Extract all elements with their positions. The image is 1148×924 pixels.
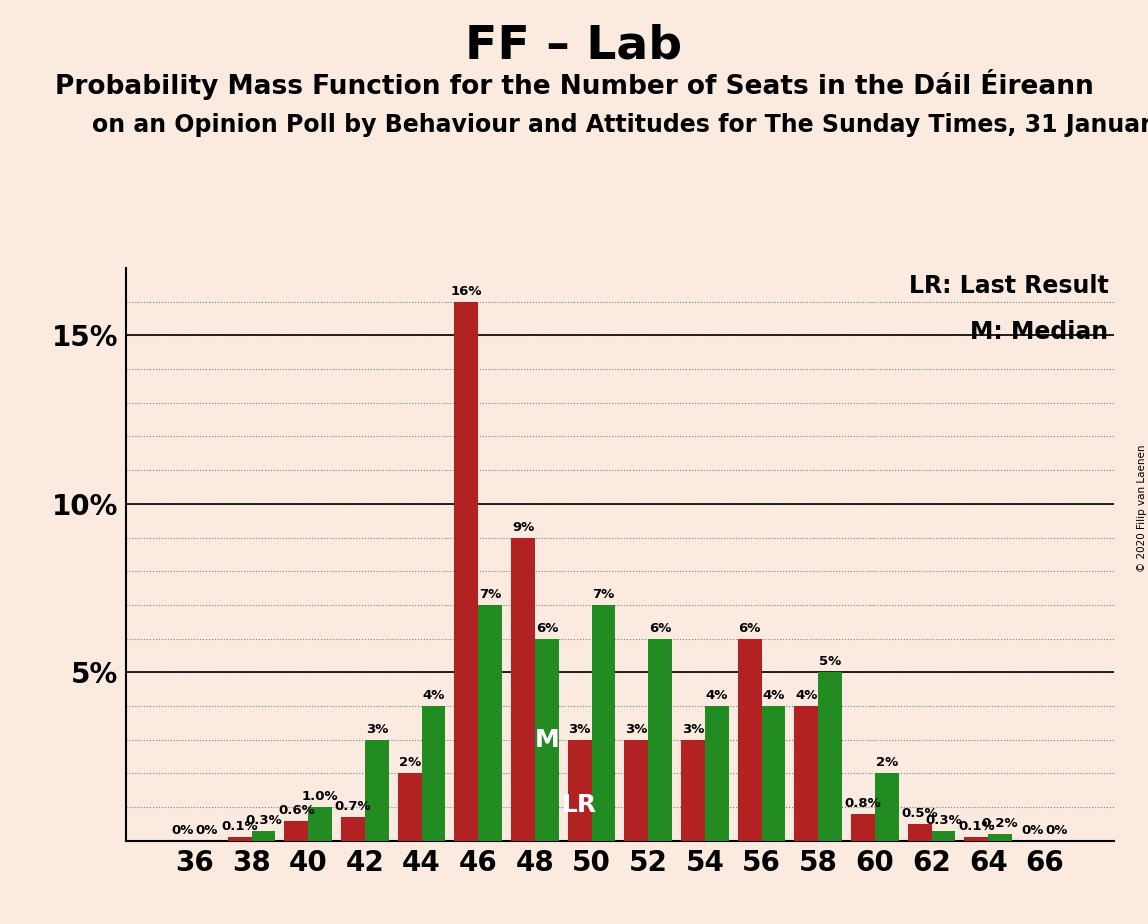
- Text: M: M: [535, 728, 559, 752]
- Text: 0%: 0%: [195, 824, 218, 837]
- Bar: [535, 638, 559, 841]
- Bar: [568, 740, 591, 841]
- Bar: [455, 301, 479, 841]
- Text: 0%: 0%: [1046, 824, 1068, 837]
- Bar: [705, 706, 729, 841]
- Text: 0.3%: 0.3%: [925, 814, 962, 827]
- Text: 3%: 3%: [366, 723, 388, 736]
- Text: 2%: 2%: [876, 757, 898, 770]
- Bar: [421, 706, 445, 841]
- Text: 0%: 0%: [172, 824, 194, 837]
- Text: FF – Lab: FF – Lab: [465, 23, 683, 68]
- Text: © 2020 Filip van Laenen: © 2020 Filip van Laenen: [1137, 444, 1147, 572]
- Bar: [251, 831, 276, 841]
- Text: 6%: 6%: [649, 622, 672, 635]
- Text: 0.2%: 0.2%: [982, 817, 1018, 830]
- Bar: [681, 740, 705, 841]
- Bar: [738, 638, 761, 841]
- Bar: [511, 538, 535, 841]
- Text: 0.1%: 0.1%: [959, 821, 994, 833]
- Text: 0.1%: 0.1%: [222, 821, 258, 833]
- Bar: [794, 706, 819, 841]
- Text: 3%: 3%: [682, 723, 704, 736]
- Bar: [988, 834, 1013, 841]
- Text: 5%: 5%: [819, 655, 841, 668]
- Text: 3%: 3%: [626, 723, 647, 736]
- Text: 7%: 7%: [592, 588, 614, 601]
- Bar: [908, 824, 931, 841]
- Text: 7%: 7%: [479, 588, 502, 601]
- Text: Probability Mass Function for the Number of Seats in the Dáil Éireann: Probability Mass Function for the Number…: [55, 69, 1093, 101]
- Text: LR: Last Result: LR: Last Result: [909, 274, 1109, 298]
- Text: 3%: 3%: [568, 723, 591, 736]
- Text: 2%: 2%: [398, 757, 421, 770]
- Text: 9%: 9%: [512, 520, 534, 533]
- Bar: [309, 808, 332, 841]
- Bar: [398, 773, 421, 841]
- Text: 4%: 4%: [706, 689, 728, 702]
- Bar: [591, 605, 615, 841]
- Text: 6%: 6%: [738, 622, 761, 635]
- Bar: [341, 817, 365, 841]
- Text: 1.0%: 1.0%: [302, 790, 339, 803]
- Text: 4%: 4%: [422, 689, 444, 702]
- Text: 4%: 4%: [796, 689, 817, 702]
- Text: 0.6%: 0.6%: [278, 804, 315, 817]
- Bar: [365, 740, 389, 841]
- Text: 6%: 6%: [536, 622, 558, 635]
- Bar: [819, 673, 841, 841]
- Text: 0.5%: 0.5%: [901, 807, 938, 820]
- Text: M: Median: M: Median: [970, 320, 1109, 344]
- Text: LR: LR: [563, 794, 597, 818]
- Text: 0.7%: 0.7%: [335, 800, 371, 813]
- Bar: [285, 821, 309, 841]
- Text: 0%: 0%: [1022, 824, 1045, 837]
- Text: on an Opinion Poll by Behaviour and Attitudes for The Sunday Times, 31 January–1: on an Opinion Poll by Behaviour and Atti…: [92, 113, 1148, 137]
- Text: 0.8%: 0.8%: [845, 796, 882, 809]
- Text: 0.3%: 0.3%: [246, 814, 282, 827]
- Bar: [964, 837, 988, 841]
- Bar: [649, 638, 672, 841]
- Bar: [875, 773, 899, 841]
- Text: 4%: 4%: [762, 689, 785, 702]
- Bar: [479, 605, 502, 841]
- Bar: [227, 837, 251, 841]
- Bar: [931, 831, 955, 841]
- Bar: [761, 706, 785, 841]
- Bar: [851, 814, 875, 841]
- Text: 16%: 16%: [451, 285, 482, 298]
- Bar: [625, 740, 649, 841]
